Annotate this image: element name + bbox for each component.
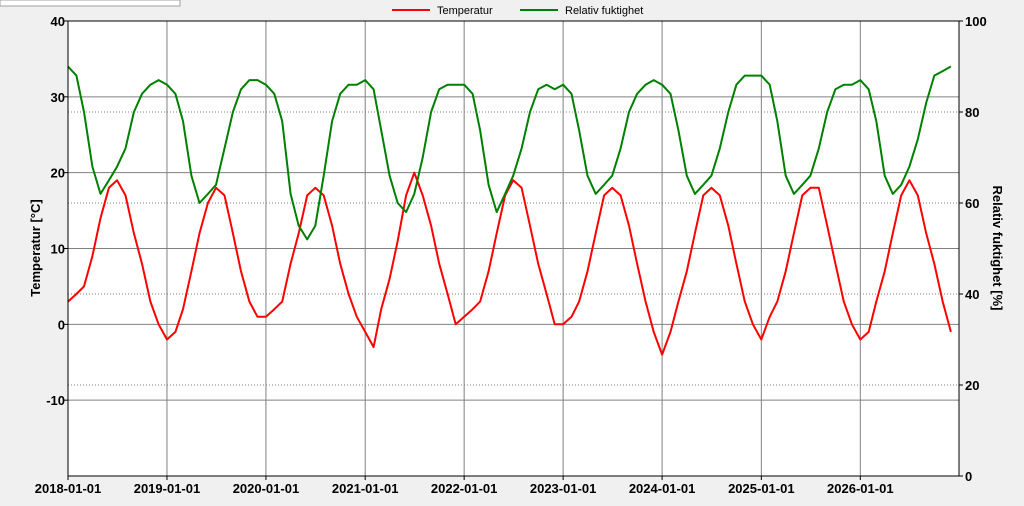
x-tick-label: 2018-01-01 (35, 481, 102, 496)
y-tick-label: 20 (51, 166, 65, 181)
x-tick-label: 2019-01-01 (134, 481, 201, 496)
legend-label-relativ-fuktighet: Relativ fuktighet (565, 5, 643, 17)
y2-tick-label: 80 (965, 105, 979, 120)
x-ticks: 2018-01-01 2019-01-01 2020-01-01 2021-01-01… (35, 476, 894, 496)
y2-tick-label: 40 (965, 287, 979, 302)
series-group (67, 65, 952, 356)
y-tick-label: -10 (46, 393, 65, 408)
y2-tick-label: 100 (965, 14, 987, 29)
y-axis-title: Temperatur [°C] (28, 199, 43, 296)
series-line-relativ-fuktighet (67, 65, 952, 241)
legend-label-temperatur: Temperatur (437, 5, 493, 17)
x-tick-label: 2025-01-01 (728, 481, 795, 496)
y-ticks: 40 30 20 10 0 -10 (46, 14, 68, 408)
x-tick-label: 2023-01-01 (530, 481, 597, 496)
y2-axis-title: Relativ fuktighet [%] (990, 186, 1005, 311)
x-tick-label: 2022-01-01 (431, 481, 498, 496)
y-tick-label: 10 (51, 242, 65, 257)
y2-ticks: 100 80 60 40 20 0 (959, 14, 987, 484)
x-tick-label: 2021-01-01 (332, 481, 399, 496)
y-tick-label: 40 (51, 14, 65, 29)
y2-tick-label: 0 (965, 469, 972, 484)
y2-tick-label: 60 (965, 196, 979, 211)
window-frame-fragment (0, 0, 181, 7)
y-tick-label: 0 (58, 317, 65, 332)
y-tick-label: 30 (51, 90, 65, 105)
series-line-temperatur (67, 171, 952, 356)
x-tick-label: 2020-01-01 (233, 481, 300, 496)
x-tick-label: 2026-01-01 (827, 481, 894, 496)
legend: Temperatur Relativ fuktighet (392, 5, 643, 17)
x-tick-label: 2024-01-01 (629, 481, 696, 496)
y2-tick-label: 20 (965, 378, 979, 393)
